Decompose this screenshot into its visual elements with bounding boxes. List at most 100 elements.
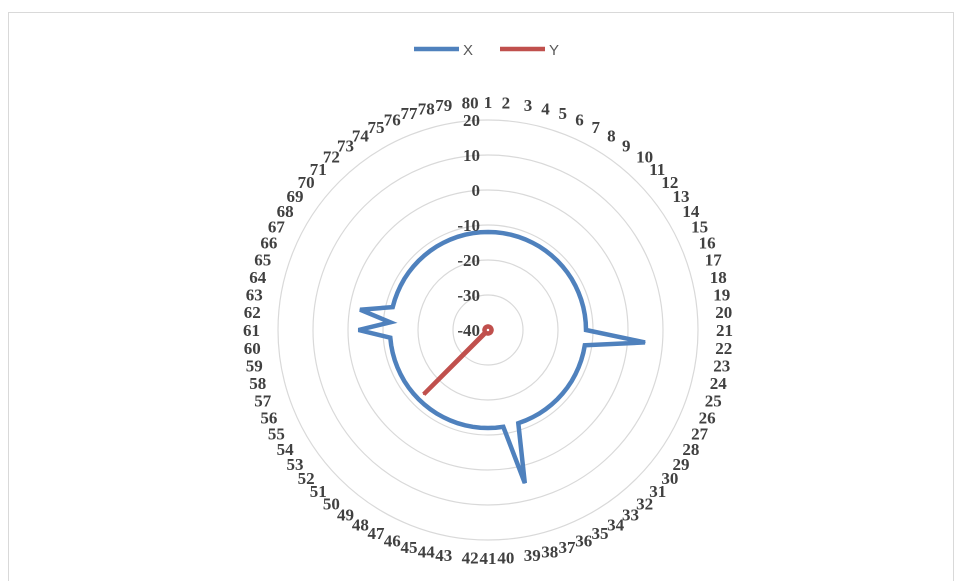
data-point-x	[582, 306, 584, 308]
category-label: 48	[352, 515, 369, 534]
category-label: 79	[435, 96, 452, 115]
data-point-x	[644, 341, 646, 343]
data-point-x	[472, 232, 474, 234]
data-point-x	[400, 284, 402, 287]
data-point-x	[570, 278, 573, 280]
data-point-x	[389, 321, 391, 323]
category-label: 10	[636, 148, 653, 167]
category-label: 59	[246, 357, 263, 376]
data-point-x	[449, 238, 452, 241]
data-point-x	[479, 427, 481, 429]
data-point-x	[531, 416, 534, 418]
category-label: 55	[268, 425, 285, 444]
legend-label-y: Y	[549, 42, 559, 59]
category-label: 44	[418, 543, 436, 562]
category-label: 66	[260, 234, 277, 253]
radial-tick-label: -40	[457, 321, 480, 340]
category-label: 51	[310, 482, 327, 501]
category-label: 13	[673, 187, 690, 206]
category-label: 41	[480, 549, 497, 568]
category-label: 52	[298, 469, 315, 488]
data-point-x	[400, 373, 402, 376]
data-point-x	[429, 250, 431, 252]
category-label: 14	[682, 202, 700, 221]
data-point-x	[517, 236, 519, 238]
radial-tick-label: 10	[463, 146, 480, 165]
data-point-x	[408, 387, 410, 389]
data-point-x	[442, 242, 445, 244]
category-label: 72	[323, 148, 340, 167]
grid-ring	[382, 224, 594, 436]
data-point-x	[403, 278, 406, 280]
data-point-x	[418, 260, 420, 262]
category-label: 2	[502, 94, 511, 113]
category-label: 42	[462, 548, 479, 567]
data-point-x	[396, 366, 399, 369]
category-label: 77	[401, 104, 419, 123]
category-label: 68	[277, 202, 294, 221]
grid-ring	[417, 259, 559, 401]
category-label: 73	[337, 137, 354, 156]
category-label: 61	[243, 321, 260, 340]
category-label: 69	[287, 187, 304, 206]
category-label: 1	[484, 93, 493, 112]
data-point-x	[574, 284, 576, 287]
category-label: 18	[710, 268, 727, 287]
data-point-x	[561, 265, 564, 267]
series-group	[357, 229, 646, 484]
data-point-x	[389, 337, 391, 339]
data-point-x	[561, 393, 564, 395]
category-label: 75	[368, 118, 385, 137]
category-label: 15	[691, 218, 708, 237]
radial-tick-label: -10	[457, 216, 480, 235]
category-label: 76	[384, 110, 401, 129]
radial-tick-label: 0	[472, 181, 481, 200]
category-label: 16	[699, 234, 716, 253]
radial-grid	[277, 119, 699, 541]
data-point-x	[390, 344, 392, 346]
data-point-x	[510, 234, 512, 236]
data-point-x	[357, 329, 360, 331]
category-label: 70	[298, 173, 315, 192]
category-label: 56	[260, 408, 277, 427]
category-label: 30	[661, 469, 678, 488]
data-point-x	[538, 245, 540, 248]
data-point-x	[464, 234, 466, 236]
category-label: 37	[559, 538, 577, 557]
grid-ring	[452, 294, 524, 366]
category-label: 80	[462, 94, 479, 113]
data-point-x	[524, 419, 527, 422]
category-label: 7	[592, 118, 601, 137]
category-label: 49	[337, 506, 354, 525]
data-point-x	[418, 398, 420, 400]
category-label: 6	[575, 110, 584, 129]
category-label: 8	[607, 127, 616, 146]
category-label: 36	[575, 532, 592, 551]
category-label: 35	[592, 524, 609, 543]
data-point-x	[394, 359, 396, 361]
data-point-x	[423, 254, 425, 257]
data-point-x	[556, 260, 558, 262]
category-label: 47	[368, 524, 386, 543]
data-point-x	[524, 482, 526, 484]
data-point-x	[429, 408, 431, 410]
data-point-x	[392, 352, 394, 354]
category-label: 53	[287, 455, 304, 474]
grid-ring	[312, 154, 664, 506]
data-point-x	[566, 387, 568, 389]
category-label: 23	[713, 357, 730, 376]
category-label: 17	[705, 251, 723, 270]
category-label: 25	[705, 392, 722, 411]
category-label: 26	[699, 408, 716, 427]
grid-ring	[277, 119, 699, 541]
data-point-x	[545, 408, 547, 410]
category-label: 46	[384, 532, 401, 551]
category-label: 11	[649, 160, 665, 179]
data-point-x	[412, 393, 415, 395]
data-point-y	[487, 325, 489, 328]
data-point-y	[423, 393, 425, 395]
category-label: 5	[559, 104, 568, 123]
data-point-x	[545, 250, 547, 252]
radial-tick-labels: -40 -30 -20 -10 0 10 20	[457, 111, 480, 340]
